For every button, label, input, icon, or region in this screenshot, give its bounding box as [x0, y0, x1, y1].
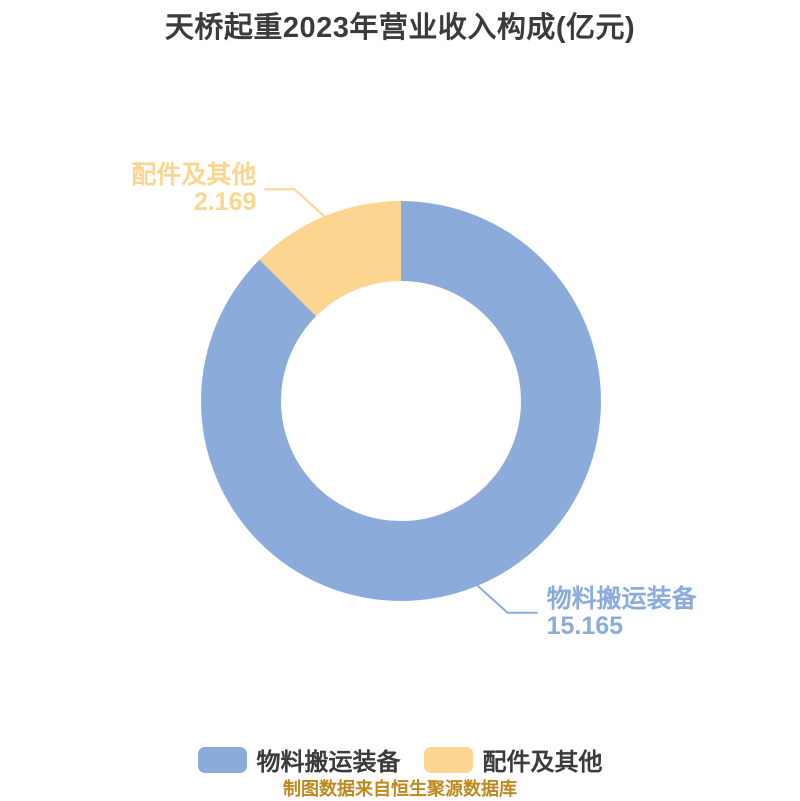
- legend: 物料搬运装备 配件及其他: [0, 742, 800, 777]
- callout-label: 物料搬运装备: [546, 584, 697, 613]
- donut-hole: [281, 281, 521, 521]
- callout-value: 2.169: [193, 188, 257, 217]
- callout-label: 配件及其他: [131, 161, 257, 190]
- legend-item-material-handling[interactable]: 物料搬运装备: [197, 742, 401, 777]
- callout-parts-other: 配件及其他 2.169: [131, 162, 256, 216]
- chart-title: 天桥起重2023年营业收入构成(亿元): [164, 12, 636, 44]
- callout-value: 15.165: [546, 611, 624, 640]
- legend-label: 配件及其他: [482, 749, 603, 776]
- legend-swatch-yellow: [423, 746, 473, 773]
- footer-attribution: 制图数据来自恒生聚源数据库: [283, 779, 517, 799]
- legend-swatch-blue: [197, 746, 247, 773]
- legend-item-parts-other[interactable]: 配件及其他: [423, 742, 603, 777]
- callout-material-handling: 物料搬运装备 15.165: [546, 584, 697, 640]
- legend-label: 物料搬运装备: [256, 749, 401, 776]
